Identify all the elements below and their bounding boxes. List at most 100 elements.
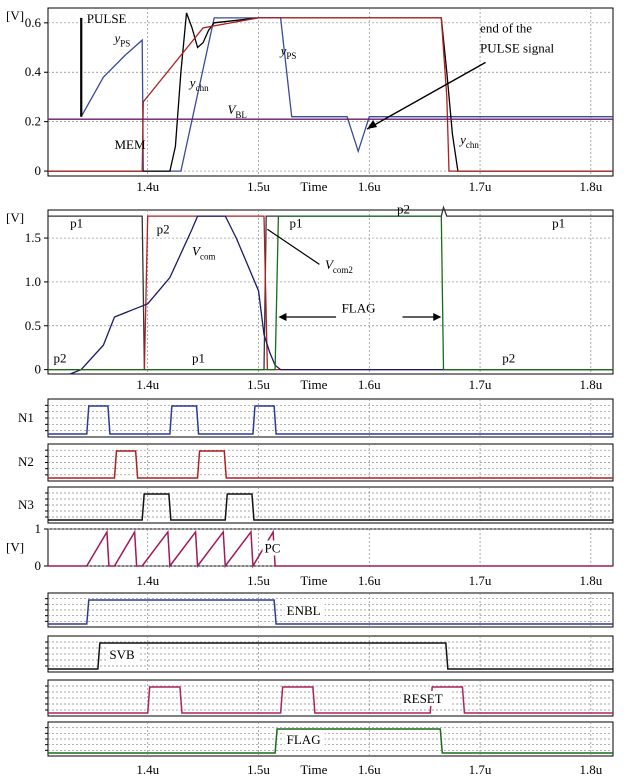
series-ychn-line (48, 12, 613, 172)
signal-label-bg (400, 691, 450, 706)
n3-panel: N3 (18, 486, 614, 524)
y-tick-label: 0.6 (25, 15, 42, 30)
annotation-label: ychn (458, 132, 479, 150)
signal-name-label: N1 (18, 410, 34, 425)
pc-panel: 0 1 [V] 1.4u 1.5u 1.6u 1.7u 1.8u Time PC (6, 521, 614, 588)
annotation-label: p2 (54, 351, 67, 366)
arrow-head (433, 312, 442, 321)
signal-enbl-trace (48, 599, 613, 625)
signal-pc-trace (48, 529, 613, 569)
x-tick-label: 1.5u (247, 573, 270, 588)
annotation-label: PULSE signal (480, 40, 554, 55)
x-tick-label: 1.8u (579, 377, 602, 392)
x-axis-label: Time (300, 377, 327, 392)
signal-label-bg (284, 732, 325, 747)
series-flag-line (48, 215, 613, 371)
annotation-label: p1 (192, 351, 205, 366)
pulse-end-arrow (366, 61, 486, 130)
arrow-head (367, 120, 378, 130)
y-tick-label: 1 (35, 521, 42, 536)
y-tick-label: 0 (35, 362, 42, 377)
annotation-label: yPS (112, 31, 130, 49)
x-axis-label: Time (300, 762, 327, 777)
x-tick-label: 1.4u (136, 179, 159, 194)
series-p1-line (48, 205, 613, 371)
signal-name-label: PC (264, 541, 280, 556)
x-tick-label: 1.7u (469, 762, 492, 777)
y-tick-label: 1.5 (25, 230, 41, 245)
annotation-label: p1 (552, 216, 565, 231)
annotation-label: VBL (227, 102, 246, 120)
signal-n3-trace (48, 493, 613, 521)
x-tick-label: 1.5u (247, 762, 270, 777)
annotation-label: p1 (70, 216, 83, 231)
x-tick-label: 1.5u (247, 377, 270, 392)
x-tick-label: 1.6u (358, 573, 381, 588)
svb-panel: SVB (45, 635, 614, 673)
x-tick-label: 1.4u (136, 377, 159, 392)
y-unit-label: [V] (6, 210, 24, 225)
flag-panel: 1.4u 1.5u 1.6u 1.7u 1.8u Time FLAG (45, 721, 614, 777)
annotation-label: PULSE (87, 11, 127, 26)
x-tick-label: 1.5u (247, 179, 270, 194)
signal-name-label: FLAG (287, 732, 321, 747)
signal-svb-trace (48, 642, 613, 670)
series-vcom-line (69, 215, 613, 375)
y-tick-label: 0.4 (25, 64, 42, 79)
x-tick-label: 1.7u (469, 377, 492, 392)
annotation-label: Vcom2 (325, 257, 353, 275)
x-axis-label: Time (300, 179, 327, 194)
annotation-label: p2 (397, 202, 410, 217)
x-tick-label: 1.8u (579, 179, 602, 194)
series-p2-line (48, 215, 613, 371)
signal-n2-trace (48, 450, 613, 479)
y-tick-label: 0.2 (25, 114, 41, 129)
enbl-panel: ENBL (45, 592, 614, 628)
annotation-label: Vcom (192, 244, 215, 262)
signal-label-bg (107, 647, 139, 662)
signal-flag-trace (48, 728, 613, 754)
x-tick-label: 1.4u (136, 762, 159, 777)
annotation-label: end of the (480, 21, 532, 36)
x-tick-label: 1.8u (579, 573, 602, 588)
annotation-label: MEM (114, 137, 145, 152)
signal-name-label: RESET (403, 691, 443, 706)
annotation-label: p2 (157, 222, 170, 237)
y-unit-label: [V] (6, 8, 24, 23)
y-unit-label: [V] (6, 540, 24, 555)
x-tick-label: 1.8u (579, 762, 602, 777)
annotation-label: ychn (188, 75, 209, 93)
signal-name-label: N3 (18, 497, 34, 512)
plot-frame (47, 7, 614, 177)
x-axis-label: Time (300, 573, 327, 588)
n2-panel: N2 (18, 443, 614, 482)
plot-frame (47, 209, 614, 375)
signal-name-label: N2 (18, 454, 34, 469)
y-tick-label: 0.5 (25, 318, 41, 333)
y-tick-label: 0 (35, 163, 42, 178)
top-chart: 0 0.2 0.4 0.6[V] 1.4u 1.5u 1.6u 1.7u 1.8u Time PUL… (6, 7, 614, 194)
series-mem-line (48, 17, 613, 172)
signal-reset-trace (48, 686, 613, 714)
signal-n1-trace (48, 405, 613, 435)
y-tick-label: 1.0 (25, 274, 41, 289)
x-tick-label: 1.6u (358, 762, 381, 777)
vcom2-pointer (267, 228, 320, 265)
signal-label-bg (284, 603, 325, 618)
x-tick-label: 1.6u (358, 377, 381, 392)
annotation-label: p1 (290, 216, 303, 231)
mid-chart: 0 0.5 1.0 1.5[V] 1.4u 1.5u 1.6u 1.7u 1.8u Time p1 p… (6, 202, 614, 392)
x-tick-label: 1.4u (136, 573, 159, 588)
signal-name-label: SVB (109, 647, 135, 662)
x-tick-label: 1.7u (469, 179, 492, 194)
annotation-label: FLAG (342, 301, 376, 316)
reset-panel: RESET (45, 679, 614, 717)
signal-name-label: ENBL (287, 603, 321, 618)
n1-panel: N1 (18, 398, 614, 438)
y-tick-label: 0 (35, 558, 42, 573)
signal-label-bg (262, 540, 285, 556)
annotation-label: p2 (502, 351, 515, 366)
x-tick-label: 1.7u (469, 573, 492, 588)
x-tick-label: 1.6u (358, 179, 381, 194)
